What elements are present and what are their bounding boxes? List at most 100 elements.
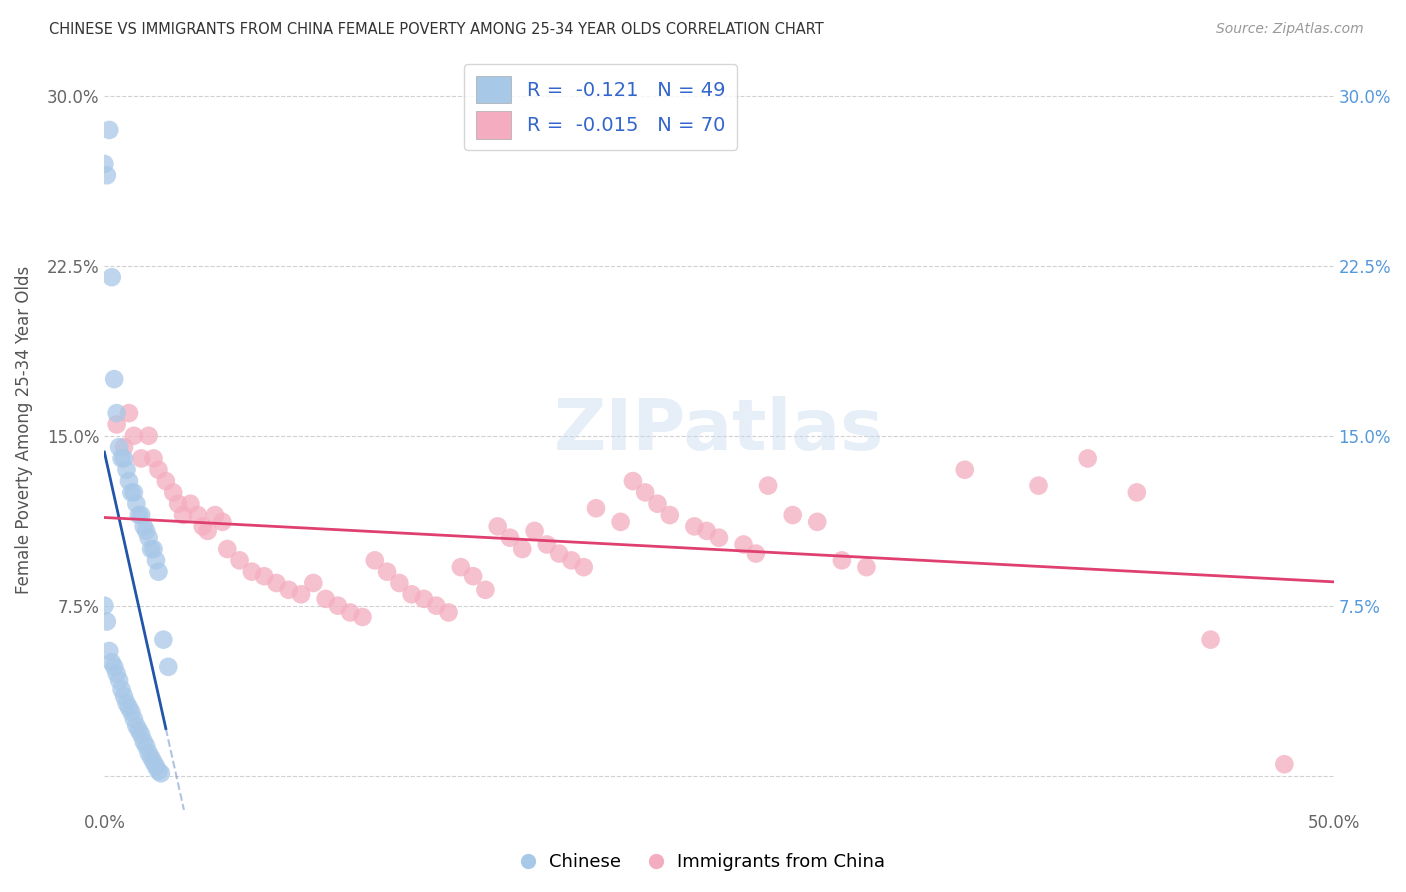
Point (148, 565, 170, 579)
Point (572, 560, 595, 574)
Point (187, 508, 209, 522)
Point (548, 547, 571, 561)
Point (326, 599, 349, 613)
Point (1028, 478, 1050, 492)
Point (634, 485, 657, 500)
Point (585, 501, 607, 516)
Point (609, 515, 631, 529)
Point (129, 508, 152, 522)
Point (129, 728, 152, 742)
Text: CHINESE VS IMMIGRANTS FROM CHINA FEMALE POVERTY AMONG 25-34 YEAR OLDS CORRELATIO: CHINESE VS IMMIGRANTS FROM CHINA FEMALE … (49, 22, 824, 37)
Point (115, 696, 138, 710)
Point (228, 553, 250, 567)
Point (450, 560, 472, 574)
Point (782, 508, 804, 522)
Point (179, 497, 201, 511)
Point (142, 451, 165, 466)
Point (536, 537, 558, 551)
Point (142, 755, 165, 769)
Point (658, 508, 681, 522)
Point (96, 615, 118, 629)
Point (204, 508, 226, 522)
Point (413, 591, 436, 606)
Point (1199, 632, 1222, 647)
Point (138, 531, 160, 545)
Point (647, 497, 669, 511)
Point (145, 759, 167, 773)
Point (523, 524, 546, 538)
Point (388, 576, 411, 591)
Text: Source: ZipAtlas.com: Source: ZipAtlas.com (1216, 22, 1364, 37)
Point (510, 542, 533, 557)
Point (122, 712, 145, 726)
Point (197, 524, 219, 538)
Point (437, 606, 460, 620)
Point (1126, 485, 1149, 500)
Legend: Chinese, Immigrants from China: Chinese, Immigrants from China (513, 847, 893, 879)
Point (806, 515, 828, 529)
Point (277, 582, 299, 597)
Point (122, 485, 145, 500)
Point (315, 591, 337, 606)
Point (110, 451, 132, 466)
Text: ZIPatlas: ZIPatlas (554, 396, 884, 465)
Point (108, 673, 131, 688)
Point (93, 599, 115, 613)
Point (135, 739, 157, 753)
Point (211, 515, 233, 529)
Point (142, 542, 165, 557)
Point (266, 576, 288, 591)
Point (120, 485, 142, 500)
Point (120, 705, 142, 719)
Point (148, 764, 170, 778)
Point (122, 429, 145, 443)
Point (240, 565, 263, 579)
Point (375, 565, 398, 579)
Point (149, 766, 172, 780)
Point (401, 587, 423, 601)
Point (138, 429, 160, 443)
Y-axis label: Female Poverty Among 25-34 Year Olds: Female Poverty Among 25-34 Year Olds (15, 266, 32, 594)
Point (93, 157, 115, 171)
Point (831, 553, 853, 567)
Point (103, 372, 125, 386)
Point (125, 497, 148, 511)
Point (683, 519, 706, 533)
Point (103, 660, 125, 674)
Point (105, 417, 128, 432)
Point (98, 123, 121, 137)
Point (110, 682, 132, 697)
Point (425, 599, 447, 613)
Point (733, 537, 755, 551)
Point (1272, 757, 1295, 772)
Point (1077, 451, 1099, 466)
Point (128, 508, 150, 522)
Point (339, 606, 361, 620)
Legend: R =  -0.121   N = 49, R =  -0.015   N = 70: R = -0.121 N = 49, R = -0.015 N = 70 (464, 64, 737, 151)
Point (191, 519, 214, 533)
Point (115, 463, 138, 477)
Point (953, 463, 976, 477)
Point (162, 485, 184, 500)
Point (100, 270, 122, 285)
Point (138, 746, 160, 760)
Point (352, 610, 374, 624)
Point (98, 644, 121, 658)
Point (707, 531, 730, 545)
Point (253, 569, 276, 583)
Point (139, 542, 162, 557)
Point (112, 451, 135, 466)
Point (108, 440, 131, 454)
Point (290, 587, 312, 601)
Point (105, 406, 128, 420)
Point (486, 519, 509, 533)
Point (129, 451, 152, 466)
Point (145, 553, 167, 567)
Point (112, 690, 135, 704)
Point (560, 553, 582, 567)
Point (621, 474, 644, 488)
Point (125, 719, 148, 733)
Point (100, 655, 122, 669)
Point (128, 723, 150, 738)
Point (139, 750, 162, 764)
